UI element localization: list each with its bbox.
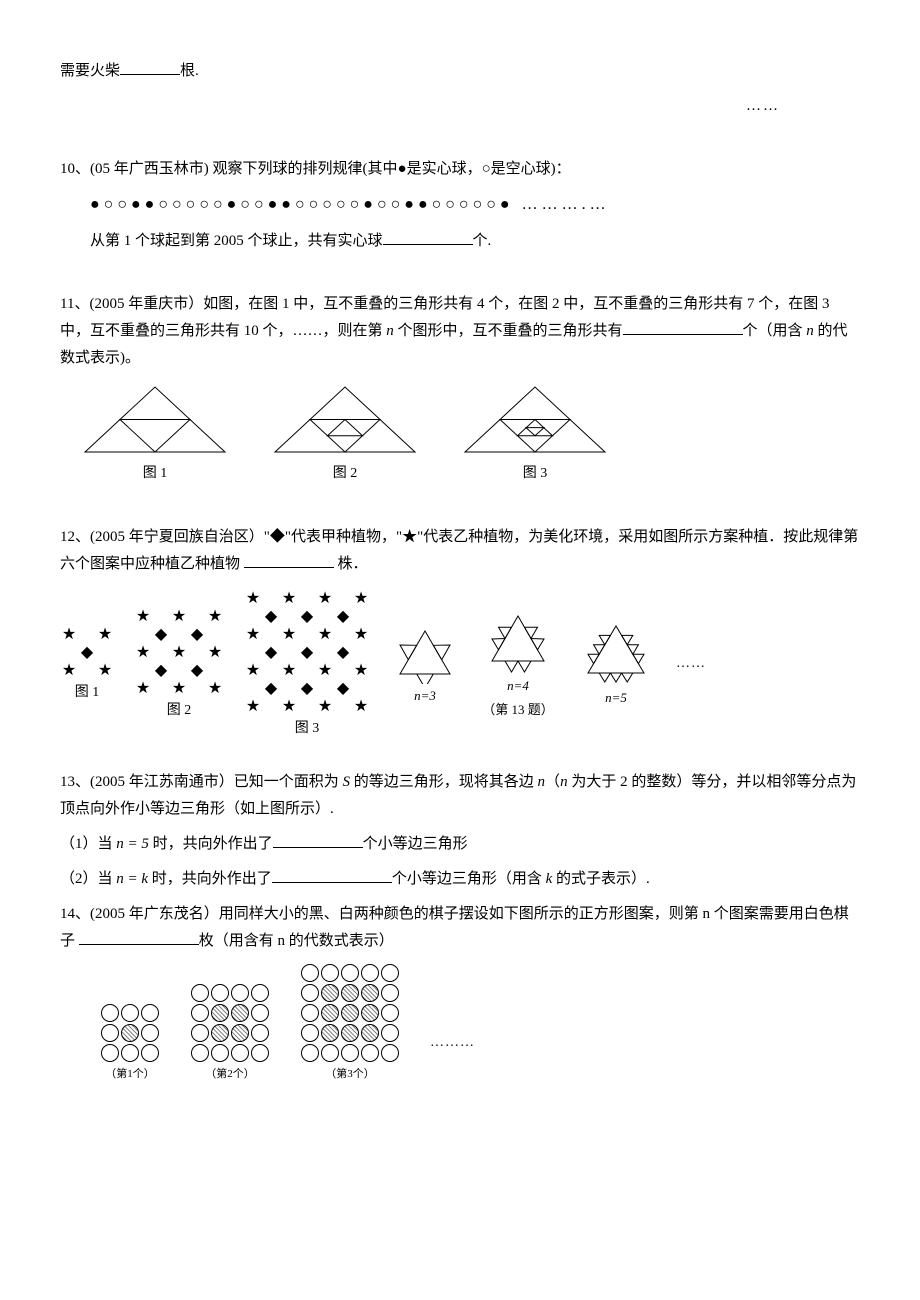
q14-p2: （第2个） [190, 983, 270, 1085]
qnum: 12、 [60, 529, 90, 545]
qnum: 13、 [60, 774, 90, 790]
var-n: n [538, 774, 546, 790]
q14-p1: （第1个） [100, 1003, 160, 1085]
dots: ……… [430, 1030, 475, 1085]
text: 观察下列球的排列规律(其中●是实心球，○是空心球)： [209, 161, 571, 177]
q14-p3: （第3个） [300, 963, 400, 1085]
q11-figs: 图 1 图 2 图 3 [80, 382, 860, 486]
var-n: n [806, 323, 814, 339]
q11-text: 11、(2005 年重庆市）如图，在图 1 中，互不重叠的三角形共有 4 个，在… [60, 291, 860, 372]
tri-n4 [480, 606, 556, 674]
source: (2005 年重庆市） [89, 296, 203, 312]
fig-label: 图 1 [80, 461, 230, 486]
text: 的等边三角形，现将其各边 [350, 774, 538, 790]
eq: n = k [116, 871, 148, 887]
text: （ [545, 774, 560, 790]
blank [120, 59, 180, 75]
tri-n5 [576, 618, 656, 686]
n5: n=5 [605, 690, 627, 705]
var-n: n [386, 323, 394, 339]
q14-text: 14、(2005 年广东茂名）用同样大小的黑、白两种颜色的棋子摆设如下图所示的正… [60, 901, 860, 955]
source: (05 年广西玉林市) [90, 161, 209, 177]
text: （2）当 [60, 871, 116, 887]
text: （1）当 [60, 836, 116, 852]
q10-balls: ●○○●●○○○○○●○○●●○○○○○●○○●●○○○○○● ……….… [90, 191, 860, 220]
text: 时，共向外作出了 [149, 836, 273, 852]
q12-pat3: ★★★★ ◆◆◆ ★★★★ ◆◆◆ ★★★★ ◆◆◆ ★★★★ 图 3 [244, 586, 370, 741]
fig-label: 图 1 [60, 680, 114, 705]
n3: n=3 [414, 688, 436, 703]
text: 时，共向外作出了 [148, 871, 272, 887]
q12-figs: ★★ ◆ ★★ 图 1 ★★★ ◆◆ ★★★ ◆◆ ★★★ 图 2 ★★★★ ◆… [60, 586, 860, 741]
triangle-fig1 [80, 382, 230, 457]
text: 的式子表示）. [552, 871, 650, 887]
triangle-fig2 [270, 382, 420, 457]
text: 个（用含 [743, 323, 807, 339]
blank [623, 319, 743, 335]
q13-line2: （2）当 n = k 时，共向外作出了个小等边三角形（用含 k 的式子表示）. [60, 866, 860, 893]
fig1: 图 1 [80, 382, 230, 486]
q12-pat2: ★★★ ◆◆ ★★★ ◆◆ ★★★ 图 2 [134, 604, 224, 723]
eq: n = 5 [116, 836, 149, 852]
q13-line1: （1）当 n = 5 时，共向外作出了 个小等边三角形 [60, 831, 860, 858]
text: 需要火柴 [60, 63, 120, 79]
var-n: n [560, 774, 568, 790]
blank [272, 867, 392, 883]
blank [383, 229, 473, 245]
q13-figs: n=3 n=4 （第 13 题） n=5 …… [390, 606, 706, 721]
qnum: 10、 [60, 161, 90, 177]
dots: …… [676, 651, 706, 676]
text: 个图形中，互不重叠的三角形共有 [394, 323, 623, 339]
caption13: （第 13 题） [480, 698, 556, 721]
label: （第2个） [190, 1065, 270, 1085]
n4: n=4 [507, 678, 529, 693]
q12-text: 12、(2005 年宁夏回族自治区）"◆"代表甲种植物，"★"代表乙种植物，为美… [60, 524, 860, 578]
fig2: 图 2 [270, 382, 420, 486]
text: 从第 1 个球起到第 2005 个球止，共有实心球 [90, 233, 383, 249]
text: 个小等边三角形（用含 [392, 871, 546, 887]
qnum: 11、 [60, 296, 89, 312]
text: 株． [334, 556, 368, 572]
qnum: 14、 [60, 906, 90, 922]
fig-label: 图 2 [134, 698, 224, 723]
text: 个. [473, 233, 492, 249]
fig-label: 图 3 [244, 716, 370, 741]
fig-label: 图 2 [270, 461, 420, 486]
q12-pat1: ★★ ◆ ★★ 图 1 [60, 622, 114, 705]
q10-tail: 从第 1 个球起到第 2005 个球止，共有实心球 个. [90, 228, 860, 255]
triangle-fig3 [460, 382, 610, 457]
var-s: S [343, 774, 351, 790]
tri-n3 [390, 619, 460, 684]
ellipsis: …… [60, 93, 860, 120]
source: (2005 年广东茂名） [90, 906, 219, 922]
q14-figs: （第1个） （第2个） （第3个） ……… [100, 963, 860, 1085]
blank [244, 552, 334, 568]
source: (2005 年江苏南通市） [90, 774, 234, 790]
label: （第3个） [300, 1065, 400, 1085]
q13-text: 13、(2005 年江苏南通市）已知一个面积为 S 的等边三角形，现将其各边 n… [60, 769, 860, 823]
label: （第1个） [100, 1065, 160, 1085]
source: (2005 年宁夏回族自治区） [90, 529, 264, 545]
q10-line1: 10、(05 年广西玉林市) 观察下列球的排列规律(其中●是实心球，○是空心球)… [60, 156, 860, 183]
text: 个小等边三角形 [363, 836, 468, 852]
fig3: 图 3 [460, 382, 610, 486]
text: 已知一个面积为 [234, 774, 343, 790]
blank [79, 929, 199, 945]
fig-label: 图 3 [460, 461, 610, 486]
blank [273, 832, 363, 848]
q9-tail: 需要火柴 根. [60, 58, 860, 85]
text: 根. [180, 63, 199, 79]
text: 枚（用含有 n 的代数式表示） [199, 933, 394, 949]
